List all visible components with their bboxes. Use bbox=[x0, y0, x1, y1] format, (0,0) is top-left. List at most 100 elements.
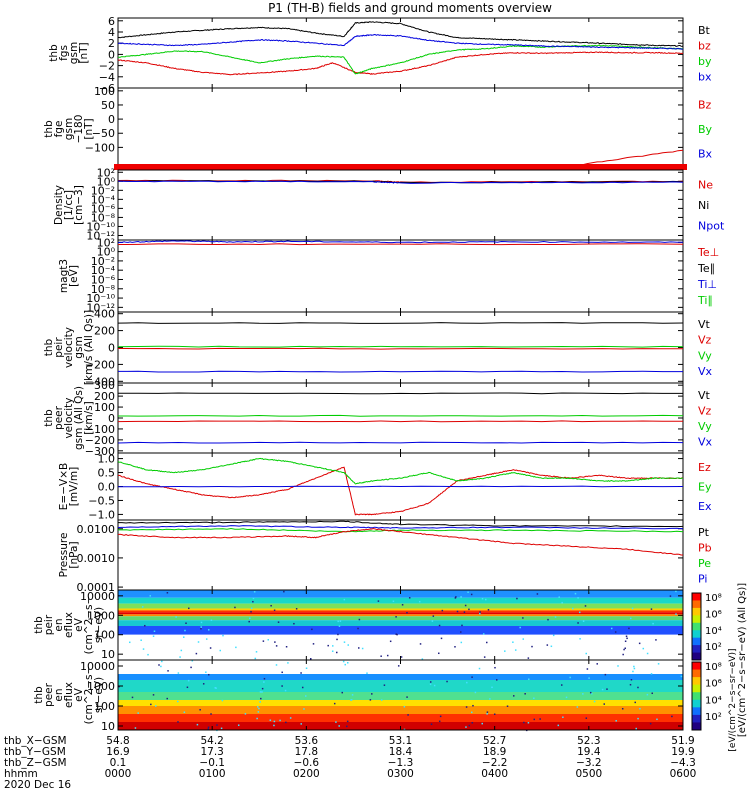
spectrogram-speck bbox=[235, 646, 237, 649]
spectrogram-speck bbox=[259, 701, 261, 703]
spectrogram-speck bbox=[671, 715, 673, 718]
spectrogram-speck bbox=[482, 633, 485, 635]
spectrogram-speck bbox=[638, 642, 641, 645]
spectrogram-speck bbox=[185, 622, 187, 624]
spectrogram-speck bbox=[287, 662, 289, 664]
y-axis-label: Pressure bbox=[58, 533, 70, 578]
spectrogram-speck bbox=[369, 699, 372, 701]
spectrogram-speck bbox=[180, 649, 183, 652]
spectrogram-speck bbox=[285, 646, 288, 648]
x-row-value: 53.1 bbox=[389, 735, 412, 747]
y-axis-label: peer bbox=[53, 405, 65, 430]
legend-Bx: Bx bbox=[698, 148, 713, 161]
spectrogram-speck bbox=[467, 591, 469, 593]
spectrogram-speck bbox=[400, 656, 403, 658]
spectrogram-speck bbox=[464, 604, 467, 607]
y-axis-label: [nPa] bbox=[68, 541, 80, 568]
spectrogram-speck bbox=[221, 699, 224, 702]
spectrogram-speck bbox=[199, 708, 201, 711]
y-tick-label: 300 bbox=[94, 379, 115, 392]
spectrogram-speck bbox=[646, 652, 649, 655]
spectrogram-band bbox=[118, 610, 683, 613]
spectrogram-speck bbox=[440, 637, 443, 640]
colorbar-segment bbox=[692, 714, 701, 723]
panel-frame bbox=[117, 239, 684, 313]
y-tick-label: 10² bbox=[97, 166, 115, 179]
spectrogram-speck bbox=[351, 694, 354, 696]
series-line-Vz bbox=[117, 420, 683, 423]
spectrogram-speck bbox=[489, 698, 491, 700]
y-tick-label: 200 bbox=[94, 390, 115, 403]
spectrogram-speck bbox=[669, 595, 672, 597]
spectrogram-speck bbox=[144, 624, 146, 627]
spectrogram-speck bbox=[470, 593, 473, 596]
spectrogram-speck bbox=[407, 714, 409, 716]
spectrogram-speck bbox=[582, 620, 585, 622]
y-axis-label: E=−V×B bbox=[58, 463, 70, 510]
x-row-value: 0400 bbox=[481, 768, 508, 780]
spectrogram-speck bbox=[624, 640, 627, 643]
spectrogram-speck bbox=[191, 660, 194, 662]
y-tick-label: 0.5 bbox=[98, 467, 116, 480]
spectrogram-speck bbox=[128, 641, 131, 644]
spectrogram-band bbox=[118, 620, 683, 626]
y-tick-label: −4 bbox=[99, 71, 115, 84]
spectrogram-speck bbox=[166, 592, 169, 594]
x-row-value: −0.6 bbox=[294, 757, 320, 769]
spectrogram-speck bbox=[336, 651, 338, 654]
y-tick-label: 10⁻⁸ bbox=[91, 211, 116, 224]
spectrogram-speck bbox=[331, 650, 334, 652]
spectrogram-speck bbox=[483, 656, 486, 658]
spectrogram-speck bbox=[261, 687, 264, 690]
spectrogram-speck bbox=[675, 613, 677, 615]
spectrogram-speck bbox=[403, 728, 406, 731]
y-axis-label: velocity bbox=[63, 327, 75, 368]
spectrogram-speck bbox=[487, 608, 490, 611]
spectrogram-speck bbox=[486, 713, 488, 715]
spectrogram-speck bbox=[346, 725, 348, 728]
spectrogram-speck bbox=[656, 718, 658, 721]
spectrogram-speck bbox=[358, 618, 361, 621]
y-tick-label: 100 bbox=[94, 700, 115, 713]
spectrogram-speck bbox=[210, 619, 213, 622]
spectrogram-speck bbox=[624, 647, 626, 650]
y-axis-label: [mV/m] bbox=[68, 467, 80, 506]
spectrogram-speck bbox=[284, 689, 287, 692]
spectrogram-speck bbox=[486, 711, 489, 713]
y-axis-label: [cm−3] bbox=[73, 185, 85, 225]
spectrogram-speck bbox=[516, 597, 518, 600]
y-axis-label: thb bbox=[43, 338, 55, 356]
spectrogram-speck bbox=[196, 723, 199, 726]
y-axis-label: Density bbox=[53, 185, 65, 225]
legend-Vy: Vy bbox=[698, 349, 712, 362]
colorbar-segment bbox=[692, 677, 701, 686]
legend-bz: bz bbox=[698, 39, 711, 52]
spectrogram-speck bbox=[357, 627, 359, 630]
spectrogram-speck bbox=[585, 717, 588, 719]
legend-Ti⊥: Ti⊥ bbox=[697, 278, 717, 291]
x-row-value: 17.8 bbox=[295, 746, 318, 758]
spectrogram-speck bbox=[270, 604, 272, 607]
spectrogram-speck bbox=[634, 701, 636, 704]
spectrogram-speck bbox=[514, 649, 517, 651]
y-axis-label: peer bbox=[43, 682, 55, 707]
spectrogram-speck bbox=[589, 691, 592, 694]
panels-group: 6420−2−4−6thbfgsgsm[nT]Btbzbybx100500−50… bbox=[33, 15, 725, 733]
spectrogram-band bbox=[118, 674, 683, 680]
spectrogram-speck bbox=[610, 627, 613, 630]
spectrogram-speck bbox=[397, 665, 400, 667]
y-tick-label: 100 bbox=[94, 401, 115, 414]
spectrogram-speck bbox=[519, 626, 521, 629]
spectrogram-speck bbox=[438, 624, 441, 627]
y-axis-label: sr−eV) bbox=[93, 677, 105, 713]
spectrogram-speck bbox=[577, 597, 579, 599]
spectrogram-speck bbox=[304, 695, 307, 697]
series-line-Vy bbox=[117, 345, 684, 348]
spectrogram-speck bbox=[582, 693, 584, 695]
spectrogram-speck bbox=[216, 724, 218, 726]
spectrogram-speck bbox=[333, 702, 336, 705]
y-axis-label: [km/s] bbox=[83, 401, 95, 435]
y-axis-label: [eV] bbox=[68, 265, 80, 287]
colorbar-tick: 10⁴ bbox=[705, 626, 722, 637]
